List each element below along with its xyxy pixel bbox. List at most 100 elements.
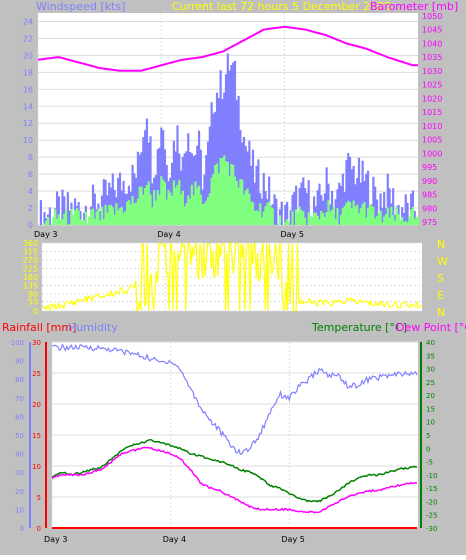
- barometer-tick-label: 1020: [422, 94, 442, 103]
- windspeed-tick-label: 4: [28, 187, 33, 196]
- windspeed-average-bar: [417, 219, 419, 225]
- compass-label: E: [437, 289, 444, 302]
- compass-label: N: [437, 306, 445, 319]
- windspeed-average-bar: [47, 217, 49, 225]
- windspeed-average-bar: [288, 222, 290, 225]
- wind-direction-segment: [254, 243, 255, 244]
- direction-tick-label: 315: [23, 248, 38, 257]
- day-tick-label: Day 4: [163, 535, 186, 544]
- temperature-tick-label: -5: [426, 459, 433, 467]
- temperature-tick-label: 20: [426, 392, 435, 400]
- direction-tick-label: 225: [23, 265, 38, 274]
- wind-direction-segment: [137, 310, 138, 311]
- temperature-tick-label: -30: [426, 525, 437, 533]
- rainfall-tick-label: 5: [37, 494, 41, 502]
- barometer-tick-label: 1005: [422, 136, 442, 145]
- temperature-tick-label: 25: [426, 379, 435, 387]
- rainfall-tick-label: 10: [32, 463, 41, 471]
- wind-direction-segment: [412, 304, 413, 305]
- windspeed-tick-label: 2: [28, 204, 33, 213]
- windspeed-gust-bar: [40, 200, 42, 225]
- humidity-tick-label: 20: [15, 488, 24, 496]
- rainfall-tick-label: 30: [32, 339, 41, 347]
- direction-tick-label: 135: [23, 282, 38, 291]
- temperature-tick-label: -25: [426, 512, 437, 520]
- windspeed-tick-label: 24: [23, 17, 33, 26]
- barometer-tick-label: 975: [422, 218, 437, 227]
- wind-direction-segment: [326, 300, 327, 301]
- wind-direction-segment: [131, 285, 132, 286]
- windspeed-average-bar: [65, 210, 67, 225]
- humidity-tick-label: 60: [15, 413, 24, 421]
- direction-tick-label: 360: [23, 239, 38, 248]
- windspeed-tick-label: 16: [23, 85, 33, 94]
- compass-label: N: [437, 238, 445, 251]
- day-tick-label: Day 3: [44, 535, 67, 544]
- rainfall-axis-label: Rainfall [mm]: [2, 321, 76, 334]
- rainfall-tick-label: 15: [32, 432, 41, 440]
- windspeed-tick-label: 12: [23, 119, 33, 128]
- windspeed-average-bar: [279, 215, 281, 225]
- barometer-tick-label: 1040: [422, 39, 442, 48]
- wind-direction-segment: [392, 305, 393, 306]
- wind-direction-segment: [159, 243, 160, 244]
- barometer-tick-label: 1035: [422, 53, 442, 62]
- compass-label: W: [437, 255, 448, 268]
- temperature-tick-label: 30: [426, 366, 435, 374]
- humidity-tick-label: 0: [20, 525, 24, 533]
- humidity-tick-label: 90: [15, 358, 24, 366]
- humidity-tick-label: 100: [11, 339, 24, 347]
- temperature-tick-label: 0: [426, 445, 430, 453]
- compass-label: S: [437, 272, 444, 285]
- humidity-tick-label: 70: [15, 395, 24, 403]
- windspeed-tick-label: 14: [23, 102, 33, 111]
- temperature-tick-label: 10: [426, 419, 435, 427]
- barometer-tick-label: 1030: [422, 67, 442, 76]
- rainfall-tick-label: 20: [32, 401, 41, 409]
- barometer-tick-label: 990: [422, 177, 437, 186]
- windspeed-average-bar: [336, 208, 338, 225]
- temperature-tick-label: 40: [426, 339, 435, 347]
- humidity-tick-label: 10: [15, 506, 24, 514]
- wind-direction-segment: [113, 296, 114, 297]
- temperature-tick-label: -15: [426, 485, 437, 493]
- windspeed-axis-label: Windspeed [kts]: [36, 0, 125, 13]
- wind-direction-segment: [372, 306, 373, 307]
- wind-direction-segment: [208, 243, 209, 244]
- humidity-tick-label: 50: [15, 432, 24, 440]
- day-tick-label: Day 5: [281, 535, 304, 544]
- barometer-axis-label: Barometer [mb]: [370, 0, 458, 13]
- temperature-tick-label: 5: [426, 432, 430, 440]
- windspeed-tick-label: 22: [23, 34, 33, 43]
- wind-direction-segment: [373, 306, 374, 307]
- windspeed-tick-label: 8: [28, 153, 33, 162]
- windspeed-tick-label: 18: [23, 68, 33, 77]
- barometer-tick-label: 995: [422, 163, 437, 172]
- barometer-tick-label: 980: [422, 204, 437, 213]
- windspeed-tick-label: 6: [28, 170, 33, 179]
- windspeed-gust-bar: [275, 199, 277, 225]
- direction-tick-label: 0: [33, 307, 38, 316]
- temperature-tick-label: 15: [426, 405, 435, 413]
- windspeed-tick-label: 0: [28, 221, 33, 230]
- humidity-axis-label: Humidity: [68, 321, 118, 334]
- humidity-tick-label: 30: [15, 469, 24, 477]
- windspeed-average-bar: [304, 218, 306, 225]
- barometer-tick-label: 985: [422, 191, 437, 200]
- wind-direction-segment: [362, 302, 363, 303]
- temperature-axis-label: Temperature [°C]: [311, 321, 407, 334]
- day-tick-label: Day 5: [280, 230, 303, 239]
- dew-point-axis-label: Dew Point [°C]: [396, 321, 466, 334]
- chart-title: Current last 72 hours 5 December 2025: [172, 0, 391, 13]
- barometer-tick-label: 1010: [422, 122, 442, 131]
- direction-tick-label: 180: [23, 273, 38, 282]
- barometer-tick-label: 1025: [422, 81, 442, 90]
- humidity-tick-label: 80: [15, 376, 24, 384]
- rainfall-tick-label: 0: [37, 525, 41, 533]
- direction-tick-label: 90: [28, 290, 38, 299]
